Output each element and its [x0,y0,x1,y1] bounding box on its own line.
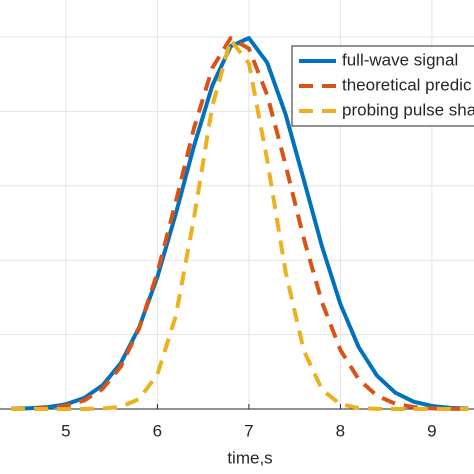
series-line [11,38,469,411]
x-tick-label: 7 [244,421,253,440]
legend-label: full-wave signal [342,50,458,69]
series-line [10,36,469,411]
legend-label: theoretical predic [342,75,472,94]
legend-label: probing pulse sha [342,100,474,119]
x-axis-label: time,s [227,448,272,467]
series-line [10,36,469,411]
x-tick-label: 8 [336,421,345,440]
legend: full-wave signal theoretical predic probin… [291,45,474,127]
x-tick-label: 6 [153,421,162,440]
x-tick-label: 9 [427,421,436,440]
x-tick-label: 5 [61,421,70,440]
